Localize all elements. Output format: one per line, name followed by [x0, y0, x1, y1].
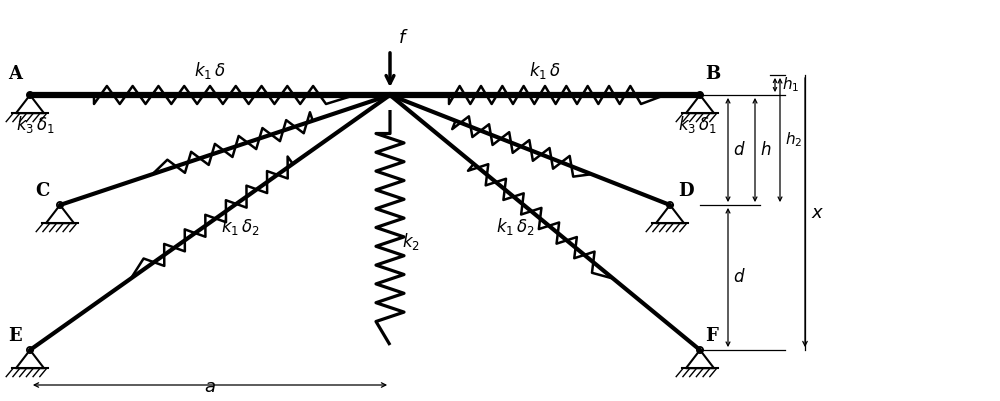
Text: E: E	[8, 327, 22, 345]
Text: $k_3\,\delta_1$: $k_3\,\delta_1$	[16, 114, 55, 135]
Text: $h_2$: $h_2$	[785, 131, 802, 149]
Text: A: A	[8, 65, 22, 83]
Text: $k_1\,\delta_2$: $k_1\,\delta_2$	[221, 216, 259, 237]
Text: $d$: $d$	[733, 141, 746, 159]
Text: $k_1\,\delta$: $k_1\,\delta$	[194, 60, 226, 81]
Text: B: B	[705, 65, 720, 83]
Text: $d$: $d$	[733, 269, 746, 286]
Text: $k_3\,\delta_1$: $k_3\,\delta_1$	[678, 114, 717, 135]
Text: F: F	[705, 327, 718, 345]
Text: $k_1\,\delta$: $k_1\,\delta$	[529, 60, 561, 81]
Text: $f$: $f$	[398, 29, 409, 47]
Text: $h$: $h$	[760, 141, 771, 159]
Text: $h_1$: $h_1$	[782, 76, 799, 94]
Text: $a$: $a$	[204, 378, 216, 396]
Text: D: D	[678, 182, 694, 200]
Text: $k_1\,\delta_2$: $k_1\,\delta_2$	[496, 216, 534, 237]
Text: $x$: $x$	[811, 203, 824, 221]
Text: $k_2$: $k_2$	[402, 231, 420, 253]
Text: C: C	[36, 182, 50, 200]
